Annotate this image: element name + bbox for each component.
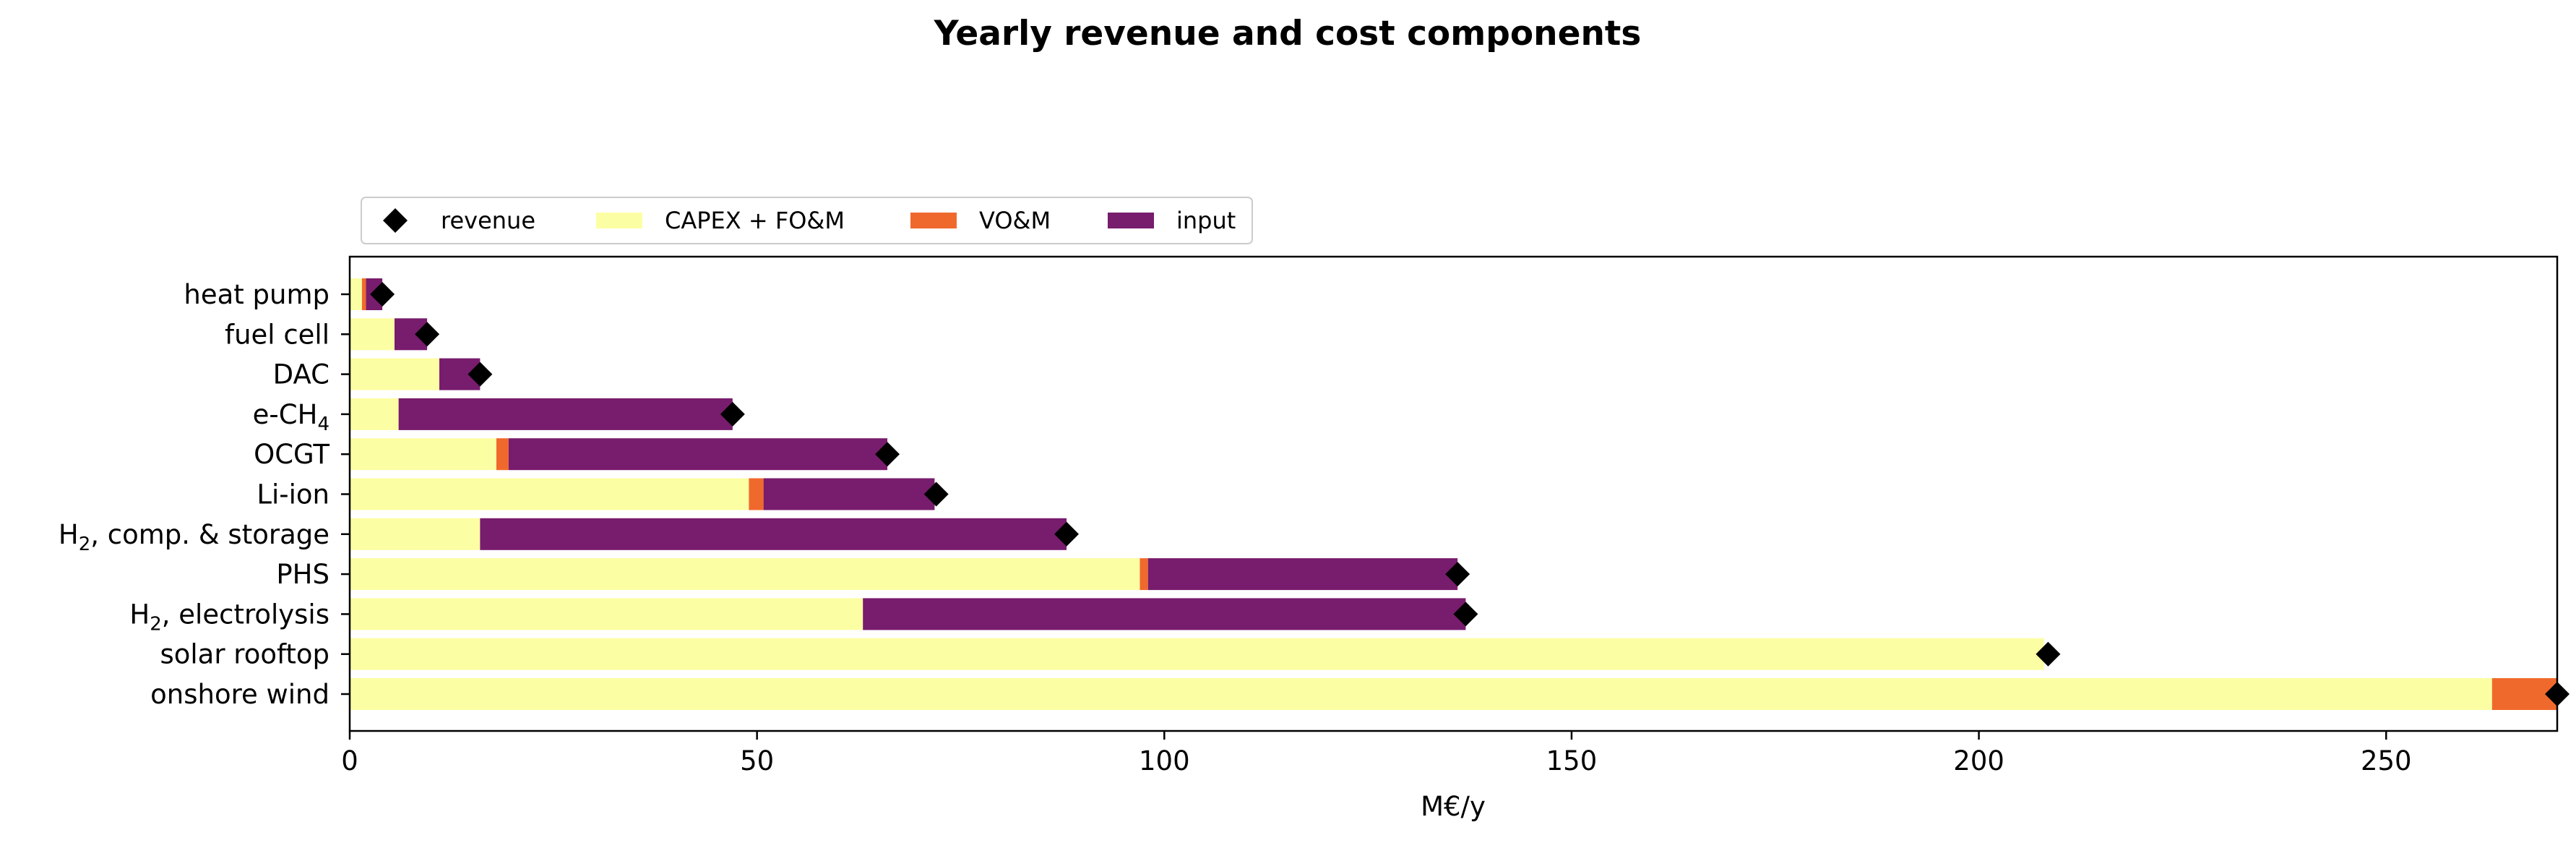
x-tick-label-0: 0 <box>341 745 358 776</box>
bar-vo-m-5 <box>749 478 764 510</box>
y-tick-label-0: heat pump <box>184 279 329 310</box>
plot-frame <box>348 255 2559 732</box>
bar-input-4 <box>508 438 888 471</box>
y-tick-label-9: solar rooftop <box>160 639 329 670</box>
revenue-marker-0 <box>370 282 395 307</box>
bars-layer <box>350 278 2557 710</box>
bar-vo-m-7 <box>1140 558 1148 591</box>
y-tick-label-7: PHS <box>276 559 329 590</box>
legend-label-revenue: revenue <box>441 207 535 234</box>
revenue-marker-6 <box>1054 521 1080 547</box>
y-tick-label-5: Li-ion <box>257 479 329 510</box>
legend: revenue CAPEX + FO&M VO&M input <box>361 197 1253 244</box>
revenue-marker-8 <box>1453 602 1478 627</box>
bar-input-8 <box>863 598 1466 630</box>
bar-capex-fo-m-5 <box>350 478 749 510</box>
legend-label-capex-fo-m: CAPEX + FO&M <box>665 207 845 234</box>
legend-swatch-capex-fo-m <box>596 213 642 228</box>
x-tick-label-2: 100 <box>1139 745 1190 776</box>
y-tick-label-6: H2, comp. & storage <box>59 519 329 555</box>
bar-capex-fo-m-9 <box>350 638 2044 670</box>
legend-frame <box>361 197 1253 244</box>
y-tick-label-4: OCGT <box>254 439 329 470</box>
revenue-marker-2 <box>468 361 493 387</box>
revenue-marker-3 <box>720 401 745 427</box>
bar-capex-fo-m-3 <box>350 398 399 430</box>
bar-input-6 <box>480 518 1067 550</box>
bar-vo-m-4 <box>496 438 509 471</box>
x-tick-label-4: 200 <box>1953 745 2004 776</box>
bar-capex-fo-m-10 <box>350 678 2492 710</box>
revenue-marker-5 <box>923 482 949 507</box>
revenue-marker-4 <box>875 442 900 467</box>
x-tick-label-3: 150 <box>1546 745 1598 776</box>
x-axis-label: M€/y <box>1421 791 1486 822</box>
bar-capex-fo-m-1 <box>350 318 395 351</box>
legend-label-input: input <box>1176 207 1236 234</box>
y-tick-label-2: DAC <box>273 359 329 390</box>
bar-capex-fo-m-2 <box>350 358 440 390</box>
y-axis: heat pump fuel cell DAC e-CH4 OCGT Li-ion H2, … <box>59 279 350 710</box>
bar-input-7 <box>1147 558 1458 591</box>
legend-swatch-vo-m <box>910 213 957 228</box>
legend-swatch-input <box>1108 213 1154 228</box>
revenue-marker-1 <box>415 322 440 347</box>
bar-capex-fo-m-8 <box>350 598 863 630</box>
revenue-marker-7 <box>1445 562 1470 587</box>
bar-input-3 <box>398 398 733 430</box>
revenue-markers-layer <box>370 282 2569 706</box>
y-tick-label-1: fuel cell <box>225 319 329 350</box>
bar-input-5 <box>763 478 935 510</box>
x-tick-label-5: 250 <box>2361 745 2412 776</box>
revenue-marker-9 <box>2036 641 2061 667</box>
y-tick-label-3: e-CH4 <box>253 399 329 435</box>
y-tick-label-8: H2, electrolysis <box>129 599 329 635</box>
bar-capex-fo-m-0 <box>350 278 362 310</box>
legend-label-vo-m: VO&M <box>979 207 1051 234</box>
y-tick-label-10: onshore wind <box>150 679 329 710</box>
bar-vo-m-0 <box>361 278 366 310</box>
bar-capex-fo-m-4 <box>350 438 496 471</box>
chart-title: Yearly revenue and cost components <box>934 14 1642 54</box>
legend-swatch-revenue <box>383 208 408 233</box>
x-axis: 0 50 100 150 200 250 <box>341 731 2412 776</box>
bar-capex-fo-m-6 <box>350 518 481 550</box>
x-tick-label-1: 50 <box>740 745 774 776</box>
bar-capex-fo-m-7 <box>350 558 1140 591</box>
